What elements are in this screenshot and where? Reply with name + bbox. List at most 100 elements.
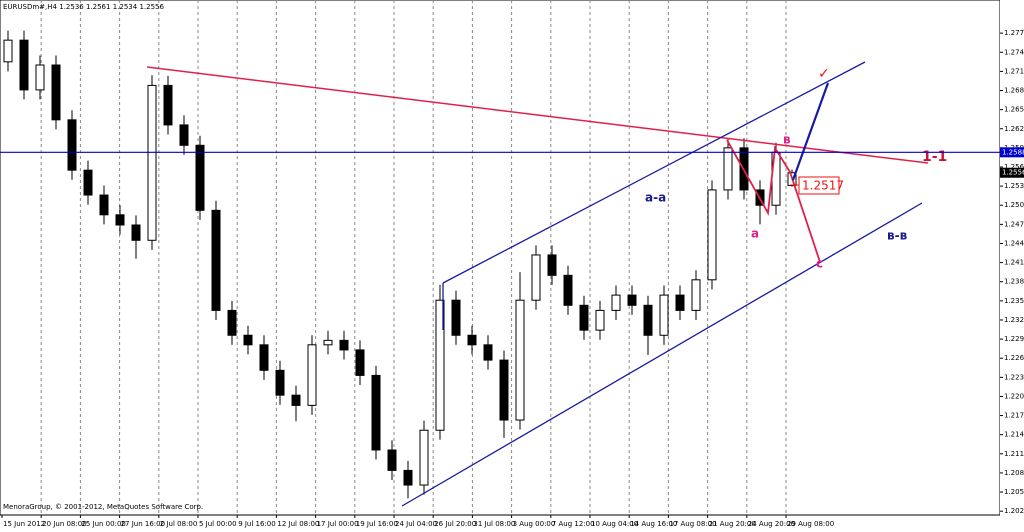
candle-body — [387, 449, 397, 471]
candle-body — [19, 39, 29, 91]
candle-body — [355, 349, 365, 376]
y-tick-label: 1.2535 — [1004, 182, 1024, 190]
x-tick-label: 31 Jul 08:00 — [473, 520, 515, 528]
candle-body — [403, 469, 413, 486]
candle-body — [259, 344, 269, 371]
candle-body — [675, 294, 685, 311]
x-tick-label: 25 Jun 00:00 — [81, 520, 125, 528]
candle-body — [147, 84, 157, 241]
x-tick-label: 2 Jul 08:00 — [160, 520, 198, 528]
candle-body — [323, 339, 333, 346]
candle-body — [659, 294, 669, 336]
channel-line — [401, 202, 923, 507]
price-label: 1.2588 — [1002, 148, 1024, 156]
candle-body — [51, 64, 61, 121]
y-tick-label: 1.2115 — [1004, 450, 1024, 458]
y-tick-label: 1.2505 — [1004, 201, 1024, 209]
y-tick-label: 1.2085 — [1004, 469, 1024, 477]
trend-line — [146, 66, 929, 164]
candle-body — [467, 334, 477, 346]
x-tick-label: 24 Aug 20:00 — [748, 520, 795, 528]
y-tick-label: 1.2175 — [1004, 412, 1024, 420]
candle-body — [339, 339, 349, 351]
candle-body — [131, 224, 141, 241]
y-tick-label: 1.2295 — [1004, 335, 1024, 343]
candle-body — [371, 374, 381, 451]
price-axis — [1000, 0, 1024, 532]
y-tick-label: 1.2625 — [1004, 125, 1024, 133]
y-tick-label: 1.2655 — [1004, 106, 1024, 114]
candle-body — [307, 344, 317, 406]
annotation: 1-1 — [922, 149, 947, 165]
price-label-box — [1000, 147, 1024, 158]
x-tick-label: 9 Jul 16:00 — [238, 520, 276, 528]
header-open: 1.2536 — [59, 3, 84, 11]
candle-body — [563, 274, 573, 306]
x-tick-label: 19 Jul 16:00 — [356, 520, 398, 528]
y-tick-label: 1.2445 — [1004, 239, 1024, 247]
symbol: EURUSDm#,H4 — [3, 3, 58, 11]
x-tick-label: 14 Aug 16:00 — [630, 520, 677, 528]
annotation: c — [816, 257, 823, 271]
x-tick-label: 10 Aug 04:00 — [591, 520, 638, 528]
candle-body — [515, 299, 525, 421]
candle-body — [643, 304, 653, 336]
candle-body — [483, 344, 493, 361]
candle-body — [595, 309, 605, 331]
candle-body — [531, 254, 541, 301]
annotation: в — [783, 133, 791, 147]
candle-body — [227, 309, 237, 336]
x-tick-label: 15 Jun 2012 — [3, 520, 45, 528]
y-tick-label: 1.2565 — [1004, 163, 1024, 171]
candle-body — [499, 359, 509, 421]
candle-body — [195, 144, 205, 211]
y-tick-label: 1.2025 — [1004, 507, 1024, 515]
y-tick-label: 1.2745 — [1004, 48, 1024, 56]
x-tick-label: 26 Jul 20:00 — [434, 520, 476, 528]
candle-body — [451, 299, 461, 336]
candle-body — [707, 189, 717, 281]
y-tick-label: 1.2355 — [1004, 297, 1024, 305]
candle-body — [99, 194, 109, 216]
header-close: 1.2556 — [139, 3, 164, 11]
bid-label: 1.2556 — [1002, 169, 1024, 177]
candle-body — [291, 394, 301, 406]
candle-body — [211, 209, 221, 311]
y-tick-label: 1.2205 — [1004, 392, 1024, 400]
wave-line — [726, 139, 821, 263]
y-tick-label: 1.2145 — [1004, 431, 1024, 439]
symbol-header: EURUSDm#,H4 1.2536 1.2561 1.2534 1.2556 — [3, 3, 164, 11]
annotation: a — [751, 227, 759, 241]
x-tick-label: 3 Aug 00:00 — [513, 520, 556, 528]
candle-body — [611, 294, 621, 311]
candle-body — [35, 64, 45, 91]
x-tick-label: 24 Jul 04:00 — [395, 520, 437, 528]
y-tick-label: 1.2475 — [1004, 220, 1024, 228]
candle-body — [579, 304, 589, 331]
x-tick-label: 21 Aug 20:00 — [709, 520, 756, 528]
candle-body — [723, 147, 733, 191]
x-tick-label: 29 Aug 08:00 — [787, 520, 834, 528]
annotation: a-a — [645, 191, 666, 205]
candle-body — [627, 294, 637, 306]
y-tick-label: 1.2715 — [1004, 67, 1024, 75]
candle-body — [115, 214, 125, 226]
candle-body — [435, 299, 445, 431]
copyright: MenoraGroup, © 2001-2012, MetaQuotes Sof… — [3, 503, 203, 511]
y-tick-label: 1.2685 — [1004, 87, 1024, 95]
candle-body — [419, 429, 429, 486]
bid-label-box — [1000, 167, 1024, 178]
candle-body — [243, 334, 253, 346]
x-tick-label: 12 Jul 08:00 — [277, 520, 319, 528]
y-tick-label: 1.2235 — [1004, 373, 1024, 381]
x-tick-label: 7 Aug 12:00 — [552, 520, 595, 528]
candle-body — [691, 279, 701, 311]
x-tick-label: 20 Jun 08:00 — [42, 520, 86, 528]
y-tick-label: 1.2415 — [1004, 259, 1024, 267]
annotation: 1.2517 — [802, 179, 844, 193]
plot-area — [0, 0, 1001, 516]
candle-body — [67, 119, 77, 171]
x-tick-label: 5 Jul 00:00 — [199, 520, 237, 528]
y-tick-label: 1.2265 — [1004, 354, 1024, 362]
y-tick-label: 1.2385 — [1004, 278, 1024, 286]
